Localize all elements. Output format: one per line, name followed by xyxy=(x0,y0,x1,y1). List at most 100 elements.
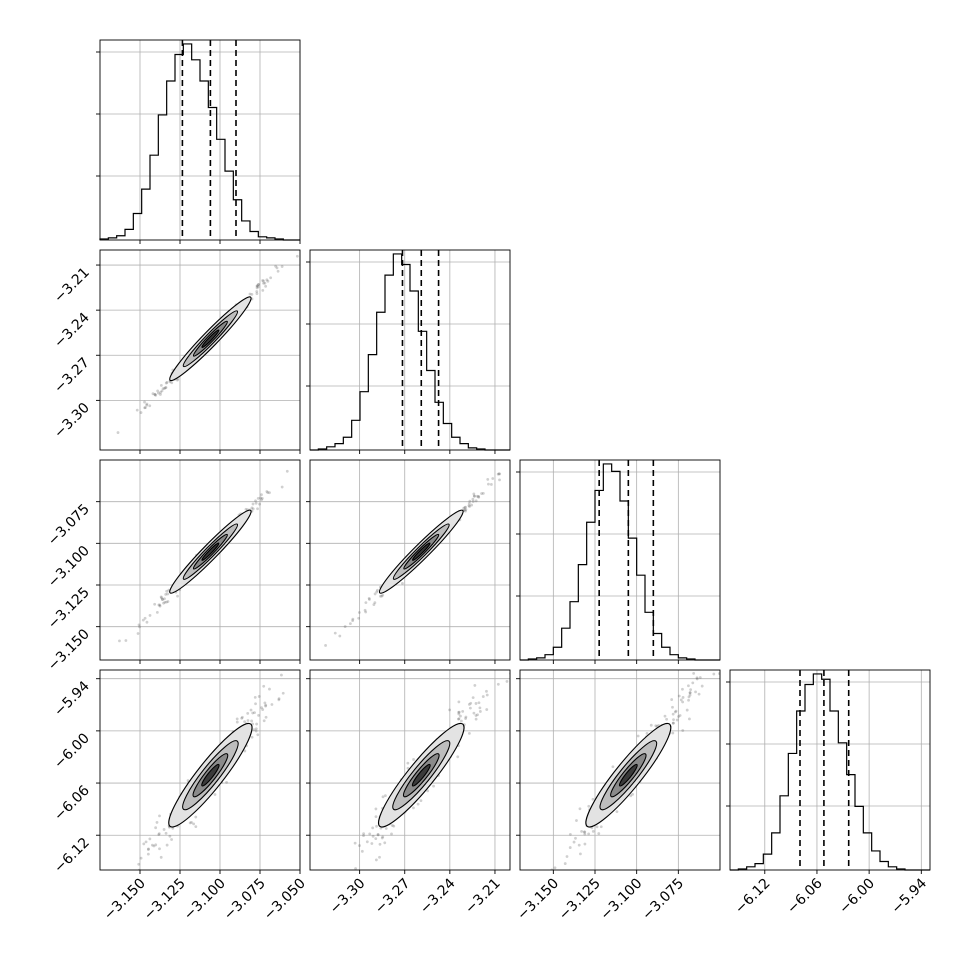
scatter-point-3-0-109 xyxy=(240,716,244,720)
scatter-point-3-2-119 xyxy=(529,882,532,885)
scatter-point-2-1-39 xyxy=(367,597,371,600)
scatter-point-1-0-112 xyxy=(255,286,259,290)
scatter-point-3-0-150 xyxy=(190,820,193,824)
scatter-point-3-0-171 xyxy=(159,855,163,859)
scatter-point-1-0-251 xyxy=(161,387,165,391)
scatter-2-0 xyxy=(118,469,289,643)
scatter-point-3-1-238 xyxy=(358,844,361,847)
scatter-2-1 xyxy=(324,472,502,647)
scatter-point-2-1-94 xyxy=(477,495,480,498)
scatter-point-3-2-259 xyxy=(565,855,569,858)
scatter-point-3-0-191 xyxy=(186,779,190,782)
scatter-point-3-2-58 xyxy=(587,832,591,836)
scatter-point-3-0-92 xyxy=(142,842,146,846)
scatter-point-3-0-201 xyxy=(113,890,116,893)
scatter-point-3-1-90 xyxy=(378,855,381,859)
scatter-point-3-1-144 xyxy=(354,867,357,870)
scatter-point-1-0-222 xyxy=(262,279,265,283)
scatter-point-3-0-250 xyxy=(164,831,168,835)
scatter-point-3-0-32 xyxy=(264,703,268,707)
scatter-point-2-1-186 xyxy=(498,472,502,476)
scatter-point-3-2-226 xyxy=(670,698,674,701)
y-tick-label-1-3: −3.21 xyxy=(51,265,93,307)
scatter-point-3-1-253 xyxy=(448,708,452,712)
scatter-point-3-2-148 xyxy=(574,836,577,840)
y-tick-label-1-1: −3.27 xyxy=(51,355,93,397)
scatter-point-3-2-125 xyxy=(575,819,578,822)
scatter-point-3-0-245 xyxy=(192,822,196,826)
scatter-point-1-0-257 xyxy=(145,403,149,407)
scatter-point-3-1-150 xyxy=(469,701,473,705)
scatter-point-3-0-165 xyxy=(255,722,259,726)
scatter-point-2-0-28 xyxy=(260,496,264,500)
scatter-point-3-1-28 xyxy=(371,826,375,830)
scatter-point-3-0-15 xyxy=(170,838,173,841)
scatter-point-2-1-169 xyxy=(470,503,473,507)
scatter-point-3-1-67 xyxy=(474,702,478,705)
scatter-point-3-1-86 xyxy=(362,832,366,836)
scatter-point-2-1-163 xyxy=(324,644,327,647)
scatter-point-3-2-70 xyxy=(671,731,675,735)
scatter-point-2-1-129 xyxy=(471,500,475,503)
scatter-point-3-1-157 xyxy=(360,849,364,853)
y-tick-label-2-1: −3.125 xyxy=(45,585,93,633)
scatter-point-2-1-81 xyxy=(473,494,477,498)
scatter-point-1-0-62 xyxy=(255,290,259,293)
scatter-point-3-2-145 xyxy=(572,840,576,844)
scatter-point-3-1-53 xyxy=(478,706,482,710)
scatter-point-2-1-255 xyxy=(477,495,481,499)
scatter-point-1-0-218 xyxy=(275,266,279,270)
scatter-point-3-0-148 xyxy=(277,697,281,700)
scatter-point-1-0-204 xyxy=(151,392,155,396)
scatter-point-3-0-251 xyxy=(154,826,158,830)
scatter-point-1-0-209 xyxy=(266,279,270,283)
scatter-point-3-2-233 xyxy=(645,731,649,735)
scatter-point-1-0-40 xyxy=(255,284,259,288)
scatter-point-3-2-223 xyxy=(579,852,582,856)
scatter-point-3-0-243 xyxy=(261,708,265,711)
scatter-point-3-1-117 xyxy=(471,696,475,700)
scatter-point-3-0-241 xyxy=(264,715,268,719)
histogram-1 xyxy=(310,253,510,451)
scatter-point-3-1-60 xyxy=(390,832,393,836)
scatter-point-3-2-25 xyxy=(685,708,689,712)
scatter-point-2-0-195 xyxy=(158,604,162,608)
scatter-point-3-0-2 xyxy=(243,749,247,753)
scatter-point-3-0-163 xyxy=(148,837,152,841)
scatter-point-2-0-134 xyxy=(259,496,262,500)
scatter-point-2-0-79 xyxy=(158,603,162,607)
scatter-point-2-0-99 xyxy=(141,618,145,622)
scatter-point-3-1-70 xyxy=(459,714,462,718)
scatter-point-3-2-72 xyxy=(677,694,681,698)
scatter-point-2-0-72 xyxy=(162,601,165,605)
scatter-point-2-1-198 xyxy=(333,631,337,635)
scatter-point-1-0-5 xyxy=(143,406,147,410)
scatter-point-1-0-36 xyxy=(145,402,149,406)
x-tick-label-1-3: −3.21 xyxy=(462,876,504,918)
x-tick-label-1-0: −3.30 xyxy=(327,876,369,918)
scatter-point-2-0-146 xyxy=(161,598,164,601)
panel-3-2: −3.150−3.125−3.100−3.075 xyxy=(514,669,721,924)
scatter-point-3-0-100 xyxy=(235,720,239,724)
scatter-point-3-2-106 xyxy=(582,830,586,834)
scatter-point-2-0-224 xyxy=(251,502,255,506)
scatter-point-1-0-221 xyxy=(261,288,265,292)
panel-2-0: −3.150−3.125−3.100−3.075 xyxy=(45,459,301,674)
x-tick-label-2-2: −3.100 xyxy=(598,876,646,924)
panel-2-2 xyxy=(516,459,721,664)
scatter-point-3-0-49 xyxy=(194,815,198,819)
scatter-point-3-1-235 xyxy=(333,886,336,889)
scatter-point-2-1-40 xyxy=(463,506,467,509)
scatter-point-2-1-239 xyxy=(487,482,490,486)
scatter-point-3-1-51 xyxy=(461,709,465,713)
scatter-point-2-1-35 xyxy=(474,499,478,503)
scatter-point-2-0-3 xyxy=(159,595,163,599)
scatter-point-3-2-239 xyxy=(583,832,587,836)
scatter-point-3-2-62 xyxy=(694,690,697,694)
scatter-point-3-2-91 xyxy=(698,676,702,679)
scatter-point-2-0-246 xyxy=(163,600,167,604)
scatter-point-2-0-208 xyxy=(244,507,248,511)
scatter-point-1-0-28 xyxy=(170,381,174,385)
scatter-point-2-1-207 xyxy=(480,492,483,495)
scatter-point-3-1-76 xyxy=(392,824,396,828)
